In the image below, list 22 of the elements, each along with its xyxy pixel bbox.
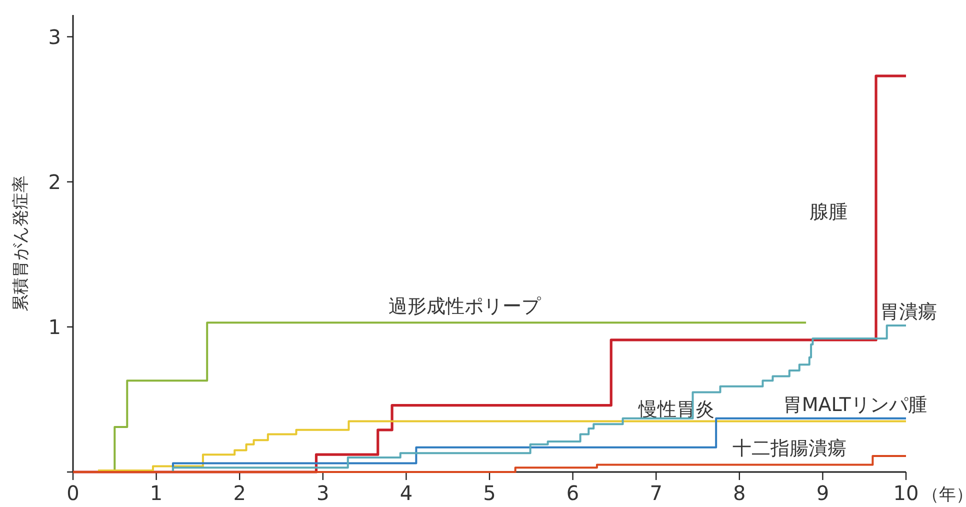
series-label: 胃潰瘍 (880, 301, 938, 324)
x-tick-label: 4 (400, 481, 413, 505)
series-label: 慢性胃炎 (637, 398, 714, 420)
series-label: 十二指腸潰瘍 (732, 438, 846, 460)
series-label: 過形成性ポリープ (388, 295, 542, 318)
x-tick-label: 1 (150, 481, 163, 505)
x-tick-label: 10 (893, 481, 919, 505)
x-tick-label: 7 (650, 481, 662, 505)
y-tick-label: 2 (48, 170, 61, 194)
x-axis-title: （年） (922, 485, 966, 505)
x-tick-label: 9 (816, 481, 830, 505)
y-tick-label: 1 (48, 314, 61, 339)
x-tick-label: 8 (733, 481, 746, 505)
x-tick-label: 3 (316, 481, 330, 505)
series-label: 胃MALTリンパ腫 (782, 394, 927, 416)
series-label: 腺腫 (810, 201, 848, 224)
x-tick-label: 6 (566, 481, 580, 505)
x-tick-label: 0 (66, 481, 80, 505)
x-tick-label: 5 (483, 481, 496, 505)
x-tick-label: 2 (233, 481, 246, 505)
y-tick-label: 3 (48, 24, 61, 49)
y-axis-title: 累積胃がん発症率 (11, 176, 31, 312)
